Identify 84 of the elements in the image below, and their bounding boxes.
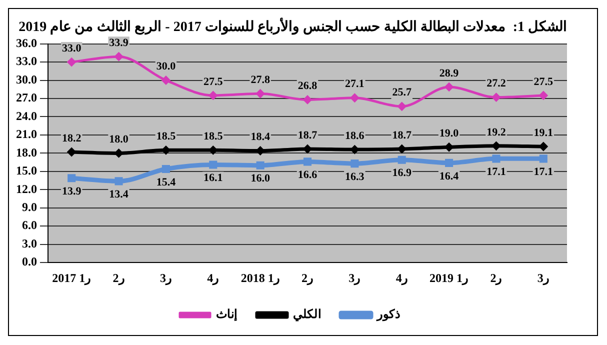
- x-tick-label: ر2: [490, 270, 502, 286]
- data-label: 16.0: [250, 172, 270, 185]
- data-label: 30.0: [156, 60, 176, 73]
- point: [538, 90, 548, 100]
- chart-title: الشكل 1: معدلات البطالة الكلية حسب الجنس والأرباع للسنوات 2017 - الربع الثالث من عام 2019: [18, 17, 567, 36]
- data-label: 13.4: [109, 188, 129, 200]
- data-label: 27.5: [204, 76, 224, 88]
- data-label: 16.6: [298, 169, 318, 182]
- data-label: 27.8: [250, 74, 270, 86]
- point: [492, 92, 501, 102]
- y-tick-label: 24.0: [16, 108, 37, 123]
- y-tick-label: 21.0: [16, 127, 37, 142]
- data-label: 18.0: [109, 134, 129, 146]
- point: [350, 159, 359, 168]
- point: [303, 144, 312, 154]
- data-label: 19.0: [439, 127, 460, 140]
- x-tick-label: ر3: [348, 270, 361, 286]
- x-tick-label: ر2: [302, 270, 314, 286]
- x-tick-label: ر2: [112, 270, 125, 286]
- y-tick-label: 33.0: [16, 54, 37, 68]
- data-label: 25.7: [392, 86, 412, 99]
- point: [397, 102, 406, 111]
- data-label: 33.0: [62, 42, 82, 54]
- data-label: 18.6: [345, 130, 365, 142]
- y-tick-label: 36.0: [16, 36, 37, 50]
- x-tick-label: ر1 2019: [430, 270, 469, 286]
- y-tick-label: 27.0: [16, 90, 37, 105]
- data-label: 18.4: [250, 131, 270, 144]
- x-tick-label: ر1 2018: [240, 270, 280, 286]
- point: [303, 158, 312, 166]
- data-label: 18.2: [62, 132, 82, 144]
- legend-label: إناث: [216, 307, 237, 322]
- data-label: 16.3: [345, 170, 365, 183]
- data-label: 27.5: [534, 76, 554, 88]
- y-tick-label: 9.0: [22, 200, 37, 214]
- data-label: 16.4: [439, 170, 460, 182]
- data-label: 13.9: [62, 185, 82, 198]
- legend-label: ذكور: [376, 307, 400, 322]
- data-label: 33.9: [109, 36, 129, 49]
- data-label: 18.5: [156, 130, 176, 143]
- point: [444, 82, 454, 92]
- data-label: 28.9: [439, 67, 460, 80]
- point: [350, 93, 360, 102]
- y-tick-label: 0.0: [22, 254, 37, 269]
- point: [303, 95, 312, 104]
- point: [256, 89, 265, 98]
- y-tick-label: 15.0: [16, 164, 37, 178]
- data-label: 17.1: [486, 166, 506, 178]
- data-label: 17.1: [534, 166, 554, 178]
- y-tick-label: 30.0: [16, 72, 37, 86]
- data-label: 16.9: [392, 167, 412, 180]
- y-tick-label: 18.0: [16, 145, 37, 160]
- x-tick-label: ر3: [160, 270, 172, 286]
- data-label: 18.7: [392, 129, 412, 142]
- point: [208, 90, 218, 100]
- point: [114, 52, 124, 62]
- y-tick-label: 3.0: [22, 236, 37, 250]
- point: [492, 154, 500, 163]
- point: [445, 158, 454, 167]
- data-label: 16.1: [204, 172, 223, 184]
- data-label: 19.1: [534, 126, 554, 139]
- data-label: 27.2: [486, 78, 506, 90]
- y-tick-label: 12.0: [16, 182, 37, 196]
- legend-label: الكلي: [293, 307, 321, 322]
- point: [114, 177, 123, 186]
- x-tick-label: ر1 2017: [52, 270, 92, 286]
- y-tick-label: 6.0: [22, 218, 37, 232]
- point: [161, 76, 170, 85]
- point: [209, 160, 218, 169]
- data-label: 15.4: [156, 176, 176, 188]
- data-label: 19.2: [486, 126, 506, 138]
- point: [67, 58, 76, 67]
- data-label: 18.5: [204, 130, 224, 143]
- x-tick-label: ر4: [207, 270, 220, 286]
- data-label: 27.1: [345, 78, 364, 90]
- x-tick-label: ر4: [396, 270, 408, 286]
- point: [256, 161, 264, 170]
- point: [398, 156, 406, 164]
- data-label: 26.8: [298, 80, 318, 92]
- data-label: 18.7: [298, 129, 318, 142]
- point: [162, 164, 170, 174]
- point: [68, 174, 76, 182]
- x-tick-label: ر3: [537, 270, 550, 286]
- point: [539, 154, 548, 163]
